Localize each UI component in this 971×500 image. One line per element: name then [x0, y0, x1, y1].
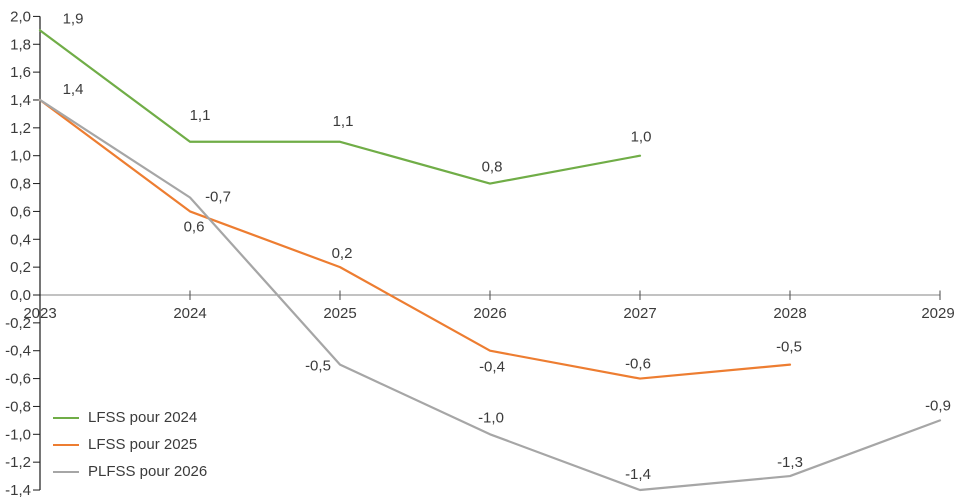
legend-item-lfss-2025: LFSS pour 2025 [53, 431, 207, 458]
data-label: -0,9 [925, 397, 951, 414]
x-tick-label: 2028 [773, 305, 806, 322]
y-tick-label: -1,0 [5, 426, 31, 443]
series-line-lfss-pour-2024 [38, 29, 642, 185]
data-label: 0,8 [482, 159, 503, 176]
legend-swatch-orange-line [53, 443, 79, 446]
data-label: 1,4 [63, 81, 84, 98]
y-tick-label: -0,6 [5, 371, 31, 388]
data-label: -0,5 [305, 358, 331, 375]
series-lines [38, 29, 942, 492]
y-tick-label: 0,4 [10, 231, 31, 248]
legend-label: LFSS pour 2024 [88, 409, 198, 426]
y-tick-label: -1,4 [5, 482, 31, 499]
series-line-lfss-pour-2025 [38, 98, 792, 380]
x-tick-label: 2024 [173, 305, 206, 322]
x-tick-label: 2027 [623, 305, 656, 322]
legend-label: LFSS pour 2025 [88, 436, 198, 453]
data-label: -1,4 [625, 466, 651, 483]
data-label: 0,6 [184, 218, 205, 235]
data-label: -1,0 [478, 409, 504, 426]
y-tick-label: -0,4 [5, 343, 31, 360]
data-label: 1,1 [190, 107, 211, 124]
data-label: -0,5 [776, 339, 802, 356]
y-tick-label: 1,4 [10, 92, 31, 109]
y-tick-label: 1,2 [10, 120, 31, 137]
series-line-plfss-pour-2026 [38, 98, 942, 492]
y-tick-label: 2,0 [10, 8, 31, 25]
data-label: 1,1 [333, 113, 354, 130]
data-label: -0,4 [479, 359, 505, 376]
legend-item-lfss-2024: LFSS pour 2024 [53, 404, 207, 431]
y-tick-label: -1,2 [5, 454, 31, 471]
x-tick-label: 2025 [323, 305, 356, 322]
data-label: 1,9 [63, 10, 84, 27]
legend: LFSS pour 2024 LFSS pour 2025 PLFSS pour… [53, 404, 207, 485]
y-tick-label: 1,6 [10, 64, 31, 81]
y-tick-label: 0,8 [10, 176, 31, 193]
x-tick-label: 2029 [921, 305, 954, 322]
data-label: 0,2 [332, 245, 353, 262]
data-labels: 1,9 1,1 1,1 0,8 1,0 1,4 0,6 0,2 -0,4 -0,6 -0,5 -0,7… [63, 10, 951, 483]
data-label: 1,0 [631, 129, 652, 146]
data-label: -0,6 [625, 356, 651, 373]
data-label: -0,7 [205, 188, 231, 205]
x-tick-label: 2026 [473, 305, 506, 322]
y-tick-label: -0,8 [5, 398, 31, 415]
y-tick-label: 0,6 [10, 203, 31, 220]
y-tick-label: 0,2 [10, 259, 31, 276]
y-tick-label: 0,0 [10, 287, 31, 304]
y-tick-label: 1,0 [10, 148, 31, 165]
axes: 2023 2024 2025 2026 2027 2028 20292,01,81,61,4… [5, 8, 955, 499]
data-label: -1,3 [777, 454, 803, 471]
legend-label: PLFSS pour 2026 [88, 463, 208, 480]
legend-swatch-gray-line [53, 470, 79, 473]
legend-item-plfss-2026: PLFSS pour 2026 [53, 458, 207, 485]
legend-swatch-green-line [53, 416, 79, 419]
y-tick-label: 1,8 [10, 36, 31, 53]
y-tick-label: -0,2 [5, 315, 31, 332]
